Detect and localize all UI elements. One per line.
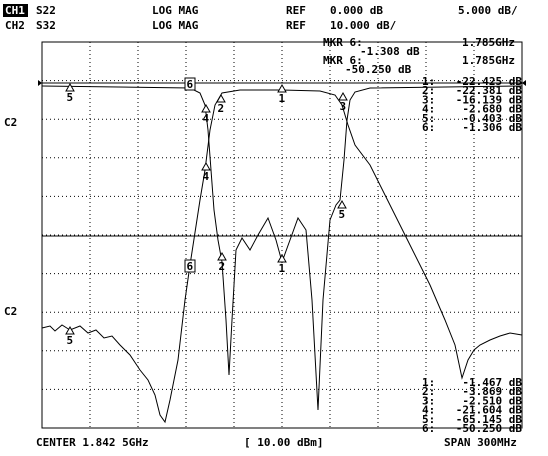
ref-arrow <box>38 80 42 86</box>
table-value: -50.250 dB <box>456 422 523 435</box>
marker-box <box>184 77 196 91</box>
marker-number: 5 <box>67 334 74 347</box>
marker-triangle <box>65 82 75 92</box>
marker-triangle <box>216 93 226 103</box>
marker-number: 5 <box>339 208 346 221</box>
marker-triangle <box>65 325 75 335</box>
footer: CENTER 1.842 5GHz [ 10.00 dBm] SPAN 300M… <box>36 436 517 449</box>
marker-number: 3 <box>340 100 347 113</box>
marker-number: 5 <box>67 91 74 104</box>
trace <box>41 89 523 424</box>
ref-label: REF <box>286 4 306 17</box>
table-index: 1: <box>422 75 435 88</box>
channel-label: C2 <box>4 305 17 318</box>
table-value: -1.306 dB <box>462 121 522 134</box>
marker-readouts: MKR 6: 1.785GHz -1.308 dB MKR 6: 1.785GH… <box>323 36 515 76</box>
ref-label: REF <box>286 19 306 32</box>
marker-tables: 1: -22.425 dB 2: -22.381 dB 3: -16.139 dB 4: -2… <box>422 75 522 435</box>
ref: 10.000 dB/ <box>330 19 397 32</box>
table-value: -22.425 dB <box>456 75 523 88</box>
marker-number: 4 <box>203 170 210 183</box>
table-value: -2.510 dB <box>462 394 522 407</box>
marker-value: -1.308 dB <box>360 45 420 58</box>
format: LOG MAG <box>152 4 199 17</box>
table-value: -0.403 dB <box>462 112 522 125</box>
marker-number: 4 <box>203 112 210 125</box>
marker-number: 1 <box>279 262 286 275</box>
marker-number: 2 <box>219 260 226 273</box>
trace <box>41 85 523 411</box>
span: SPAN 300MHz <box>444 436 517 449</box>
marker-triangle <box>277 253 287 263</box>
channel-label: C2 <box>4 116 17 129</box>
table-value: -22.381 dB <box>456 84 523 97</box>
table-index: 6: <box>422 121 435 134</box>
param: S22 <box>36 4 56 17</box>
param: S32 <box>36 19 56 32</box>
marker-box <box>184 259 196 273</box>
table-index: 4: <box>422 103 435 116</box>
ref: 0.000 dB <box>330 4 383 17</box>
marker-number: 2 <box>218 102 225 115</box>
table-index: 4: <box>422 404 435 417</box>
grid <box>42 42 522 428</box>
marker-freq: 1.785GHz <box>462 36 515 49</box>
table-value: -3.869 dB <box>462 385 522 398</box>
marker-value: -50.250 dB <box>345 63 412 76</box>
table-value: -21.604 dB <box>456 404 523 417</box>
table-index: 6: <box>422 422 435 435</box>
power: [ 10.00 dBm] <box>244 436 323 449</box>
table-index: 2: <box>422 385 435 398</box>
marker-triangle <box>277 83 287 93</box>
table-index: 5: <box>422 112 435 125</box>
marker-number: 6 <box>187 260 194 273</box>
format: LOG MAG <box>152 19 199 32</box>
marker-freq: 1.785GHz <box>462 54 515 67</box>
marker-triangle <box>217 251 227 261</box>
ref-arrow <box>522 80 526 86</box>
channel: CH2 <box>5 19 25 32</box>
marker-triangle <box>201 161 211 171</box>
marker-triangle <box>337 199 347 209</box>
table-index: 5: <box>422 413 435 426</box>
table-index: 3: <box>422 394 435 407</box>
scale: 5.000 dB/ <box>458 4 518 17</box>
header: CH1 S22 LOG MAG REF 0.000 dB 5.000 dB/ C… <box>5 4 518 32</box>
table-value: -16.139 dB <box>456 93 523 106</box>
center: CENTER 1.842 5GHz <box>36 436 149 449</box>
channel: CH1 <box>5 4 25 17</box>
table-value: -2.680 dB <box>462 103 522 116</box>
marker-number: 6 <box>187 78 194 91</box>
table-index: 1: <box>422 376 435 389</box>
marker-label: MKR 6: <box>323 54 363 67</box>
table-value: -65.145 dB <box>456 413 523 426</box>
marker-triangle <box>338 91 348 101</box>
marker-label: MKR 6: <box>323 36 363 49</box>
table-index: 3: <box>422 93 435 106</box>
table-value: -1.467 dB <box>462 376 522 389</box>
marker-number: 1 <box>279 92 286 105</box>
active-channel-box <box>3 4 28 17</box>
table-index: 2: <box>422 84 435 97</box>
marker-triangle <box>201 103 211 113</box>
